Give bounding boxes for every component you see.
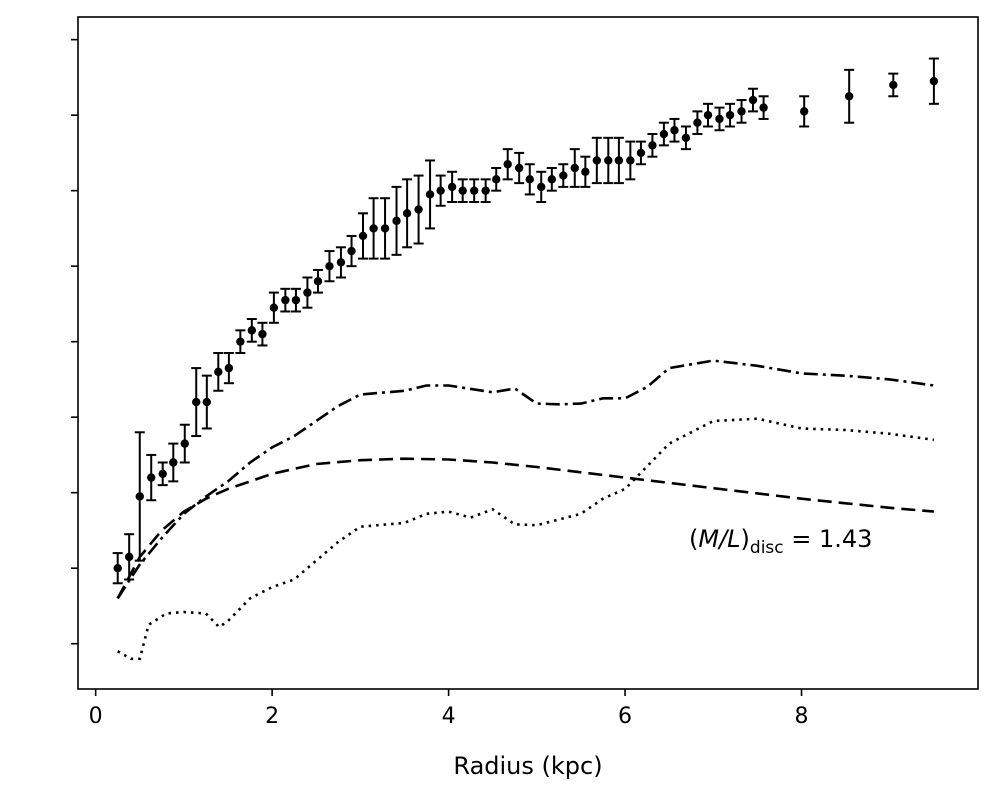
- data-point: [281, 295, 290, 305]
- data-point: [715, 114, 724, 124]
- data-point: [759, 103, 768, 112]
- x-axis-ticks: 0 2 4 6 8: [89, 689, 809, 729]
- mass-to-light-annotation: (M/L)disc = 1.43: [689, 525, 872, 558]
- y-axis-ticks: [71, 38, 78, 645]
- data-point: [291, 295, 301, 305]
- data-point: [458, 186, 467, 195]
- annotation-close: ): [741, 525, 750, 553]
- data-point: [325, 261, 334, 271]
- data-point: [492, 175, 501, 184]
- x-tick-label: 2: [265, 704, 279, 729]
- data-point: [202, 397, 212, 407]
- data-point: [547, 175, 557, 184]
- data-point: [224, 363, 234, 373]
- data-point: [748, 95, 758, 105]
- data-point: [313, 277, 323, 286]
- data-point: [537, 182, 546, 192]
- data-point: [703, 110, 713, 120]
- x-tick-label: 4: [442, 704, 456, 729]
- data-point: [592, 156, 602, 165]
- data-point: [269, 303, 279, 312]
- annotation-value: = 1.43: [784, 525, 873, 553]
- data-point: [469, 186, 479, 195]
- data-point: [147, 473, 156, 482]
- data-point: [214, 367, 223, 377]
- data-point: [358, 231, 368, 241]
- data-point: [336, 258, 346, 267]
- annotation-prefix: (: [689, 525, 698, 553]
- data-point: [124, 552, 134, 562]
- data-point: [659, 129, 669, 139]
- data-point: [799, 107, 809, 116]
- x-axis-label: Radius (kpc): [453, 752, 602, 780]
- data-point: [725, 110, 735, 120]
- model-curves: [116, 359, 935, 661]
- data-point: [180, 439, 189, 448]
- x-tick-label: 8: [795, 704, 809, 729]
- data-point: [670, 126, 679, 135]
- data-point: [581, 167, 590, 176]
- plot-frame: [77, 16, 979, 690]
- x-tick-label: 0: [89, 704, 103, 729]
- data-point: [169, 458, 178, 467]
- data-point: [236, 337, 245, 346]
- data-point: [135, 492, 144, 501]
- annotation-ml: M/L: [698, 525, 740, 553]
- data-point: [447, 182, 457, 192]
- data-point: [636, 148, 646, 158]
- data-point: [889, 80, 898, 90]
- data-point: [648, 141, 657, 150]
- observed-points: [113, 76, 939, 573]
- data-point: [247, 326, 257, 335]
- data-point: [693, 118, 702, 127]
- data-point: [929, 76, 939, 86]
- data-point: [604, 156, 613, 165]
- data-point: [737, 107, 746, 116]
- data-point: [525, 175, 534, 184]
- data-point: [681, 133, 691, 143]
- x-tick-label: 6: [618, 704, 632, 729]
- data-point: [113, 563, 122, 573]
- data-point: [369, 224, 378, 233]
- data-point: [844, 92, 854, 101]
- data-point: [514, 163, 524, 173]
- error-bars: [112, 57, 939, 585]
- data-point: [436, 186, 445, 195]
- data-point: [158, 469, 167, 479]
- data-point: [392, 216, 401, 226]
- data-point: [570, 163, 579, 173]
- model-curve-dotted: [117, 417, 935, 661]
- data-point: [192, 397, 201, 407]
- data-point: [559, 171, 568, 180]
- data-point: [481, 186, 490, 195]
- data-point: [347, 246, 356, 256]
- data-point: [614, 156, 624, 165]
- data-point: [626, 156, 635, 165]
- model-curve-dash-dot: [116, 359, 935, 600]
- data-point: [258, 329, 267, 339]
- data-point: [414, 205, 423, 214]
- data-point: [425, 190, 435, 199]
- data-point: [402, 209, 412, 218]
- annotation-subscript: disc: [750, 538, 784, 558]
- model-curve-dashed: [116, 457, 935, 600]
- data-point: [503, 160, 512, 169]
- data-point: [303, 288, 312, 297]
- data-point: [380, 224, 390, 233]
